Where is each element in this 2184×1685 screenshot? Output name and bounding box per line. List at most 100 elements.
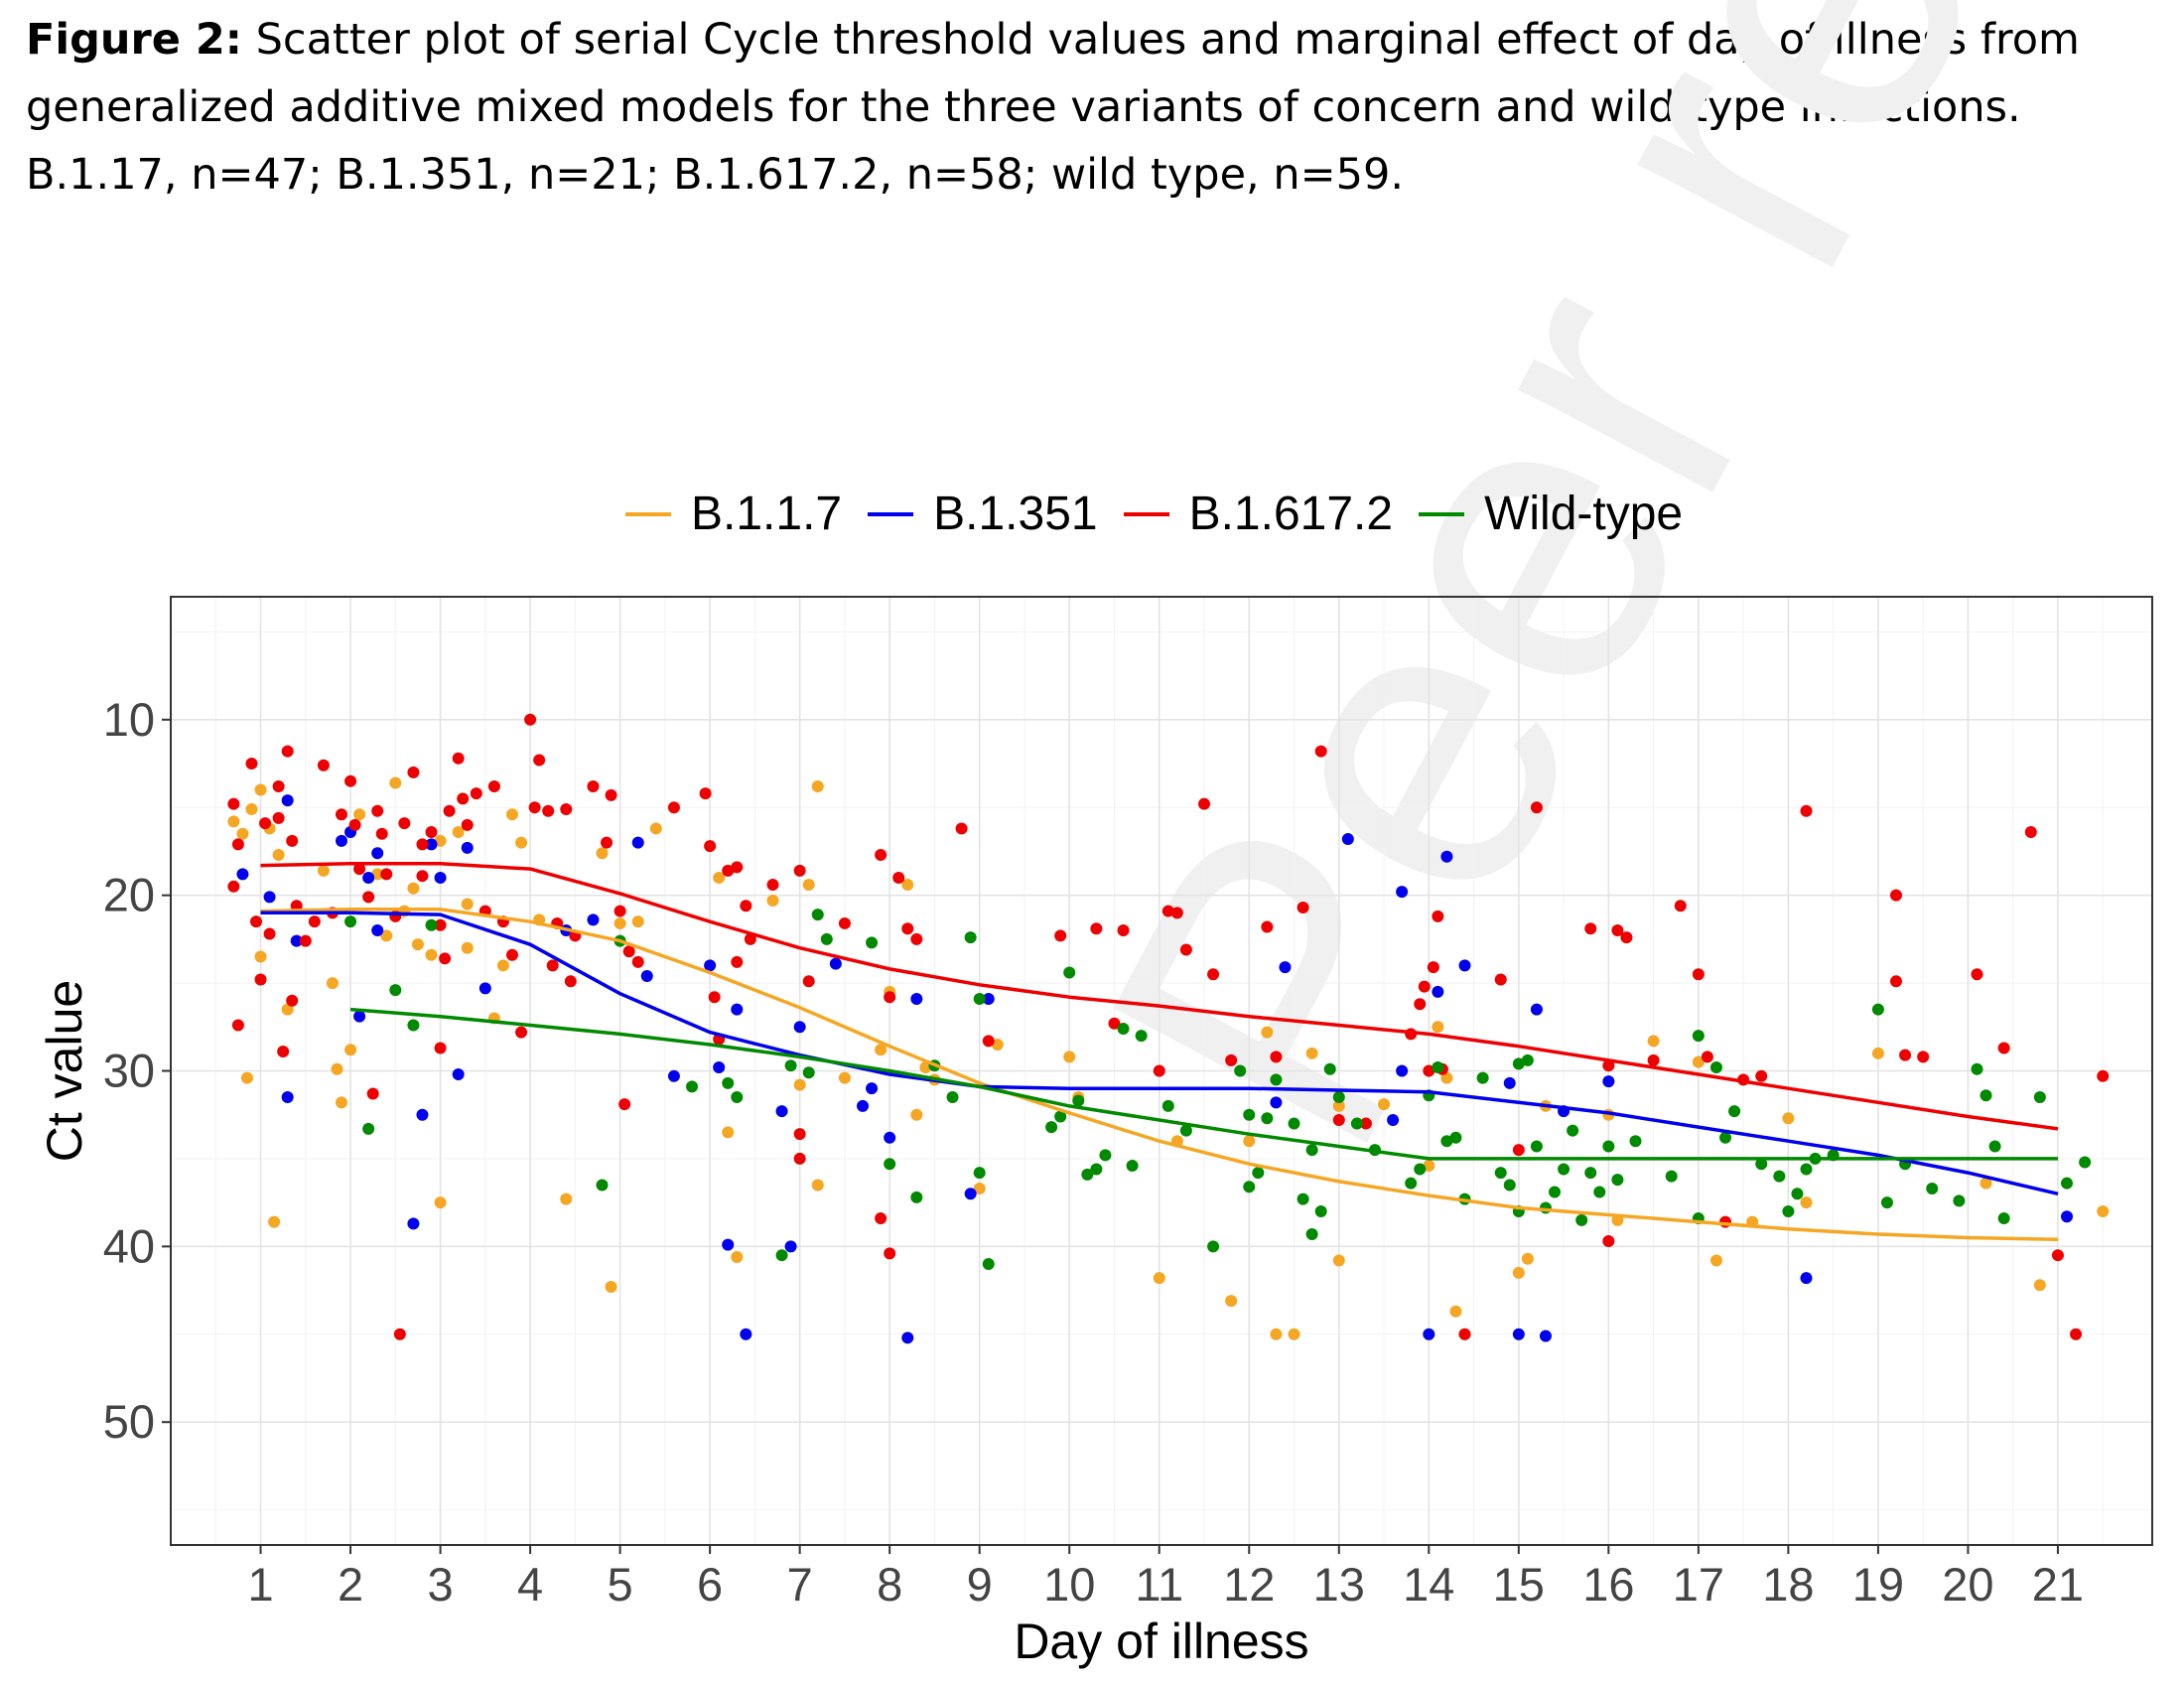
data-point-series-2: [1314, 745, 1327, 758]
data-point-series-0: [1153, 1272, 1165, 1285]
data-point-series-1: [631, 836, 644, 849]
data-point-series-2: [744, 932, 756, 945]
data-point-series-3: [1476, 1071, 1489, 1084]
data-point-series-1: [910, 992, 923, 1005]
legend-key-b117: [625, 511, 671, 516]
data-point-series-3: [811, 909, 824, 921]
data-point-series-2: [901, 922, 914, 935]
data-point-series-3: [1161, 1099, 1174, 1112]
data-point-series-1: [1539, 1330, 1552, 1342]
data-point-series-3: [1611, 1174, 1624, 1187]
data-point-series-0: [227, 815, 240, 828]
data-point-series-3: [1971, 1062, 1983, 1075]
data-point-series-3: [1063, 966, 1076, 979]
data-point-series-3: [731, 1091, 744, 1104]
data-point-series-2: [439, 952, 452, 965]
data-point-series-2: [1207, 968, 1220, 981]
data-point-series-2: [793, 864, 806, 877]
data-point-series-1: [901, 1332, 914, 1344]
figure-caption: Figure 2: Scatter plot of serial Cycle t…: [26, 6, 2170, 209]
data-point-series-0: [614, 916, 626, 929]
data-point-series-2: [793, 1128, 806, 1141]
data-point-series-2: [1161, 905, 1174, 917]
data-point-series-3: [1593, 1186, 1606, 1198]
data-point-series-0: [1332, 1254, 1345, 1267]
figure-caption-text: Scatter plot of serial Cycle threshold v…: [26, 15, 2080, 200]
data-point-series-0: [1261, 1026, 1274, 1039]
data-point-series-3: [1602, 1140, 1615, 1153]
data-point-series-2: [631, 955, 644, 968]
legend-label-b117: B.1.1.7: [691, 488, 843, 540]
data-point-series-2: [393, 1328, 406, 1340]
data-point-series-0: [1305, 1047, 1318, 1059]
data-point-series-2: [277, 1046, 290, 1058]
data-point-series-0: [1243, 1135, 1256, 1148]
data-point-series-1: [829, 957, 842, 970]
x-axis-title: Day of illness: [1014, 1614, 1308, 1669]
x-tick-label: 2: [338, 1558, 363, 1611]
data-point-series-0: [371, 868, 384, 881]
data-point-series-2: [299, 934, 312, 947]
data-point-series-0: [344, 1044, 357, 1056]
data-point-series-2: [587, 780, 600, 792]
data-point-series-3: [1567, 1124, 1579, 1137]
data-point-series-3: [1773, 1170, 1786, 1183]
data-point-series-0: [919, 1060, 932, 1073]
data-point-series-3: [1549, 1186, 1562, 1198]
data-point-series-2: [560, 802, 573, 815]
data-point-series-1: [1458, 959, 1471, 972]
data-point-series-1: [263, 891, 276, 904]
data-point-series-0: [802, 879, 815, 892]
data-point-series-3: [1288, 1117, 1300, 1130]
data-point-series-2: [884, 1247, 896, 1260]
data-point-series-2: [766, 879, 779, 892]
data-point-series-3: [1072, 1094, 1085, 1107]
data-point-series-3: [1270, 1073, 1283, 1086]
data-point-series-2: [434, 1042, 447, 1054]
data-point-series-2: [955, 822, 968, 835]
data-point-series-3: [1252, 1167, 1265, 1180]
data-point-series-1: [371, 847, 384, 860]
data-point-series-2: [1530, 801, 1543, 814]
data-point-series-2: [802, 975, 815, 988]
data-point-series-2: [1584, 922, 1597, 935]
fit-line-series-0: [260, 908, 2059, 1242]
data-point-series-0: [461, 898, 474, 911]
data-point-series-2: [1800, 804, 1813, 817]
data-point-series-0: [335, 1096, 347, 1109]
data-point-series-2: [286, 994, 299, 1007]
data-point-series-2: [884, 991, 896, 1004]
data-point-series-0: [731, 1250, 744, 1263]
data-point-series-0: [901, 879, 914, 892]
data-point-series-3: [973, 992, 986, 1005]
data-point-series-1: [1279, 961, 1292, 974]
data-point-series-0: [268, 1215, 281, 1228]
data-point-series-2: [1620, 931, 1633, 944]
data-point-series-2: [1890, 975, 1903, 988]
data-point-series-3: [1179, 1124, 1192, 1137]
data-point-series-0: [722, 1126, 735, 1139]
data-point-series-2: [875, 1212, 887, 1225]
data-point-series-0: [793, 1078, 806, 1091]
data-point-series-0: [236, 827, 249, 840]
data-point-series-2: [1297, 902, 1309, 914]
data-point-series-1: [1341, 833, 1354, 846]
data-point-series-2: [910, 932, 923, 945]
data-point-series-2: [1170, 907, 1183, 919]
data-point-series-0: [1440, 1071, 1453, 1084]
y-tick-label: 10: [103, 693, 155, 746]
x-tick-label: 3: [427, 1558, 453, 1611]
data-point-series-1: [857, 1099, 870, 1112]
data-point-series-3: [1728, 1105, 1741, 1118]
data-point-series-3: [1953, 1194, 1966, 1207]
x-tick-label: 20: [1942, 1558, 1993, 1611]
data-point-series-3: [1530, 1140, 1543, 1153]
x-tick-label: 19: [1852, 1558, 1904, 1611]
data-point-series-0: [1647, 1035, 1660, 1048]
data-point-series-2: [1332, 1114, 1345, 1127]
data-point-series-3: [946, 1091, 959, 1104]
x-tick-label: 4: [517, 1558, 543, 1611]
data-point-series-3: [407, 1019, 420, 1032]
data-point-series-2: [452, 752, 465, 765]
x-tick-label: 13: [1313, 1558, 1365, 1611]
